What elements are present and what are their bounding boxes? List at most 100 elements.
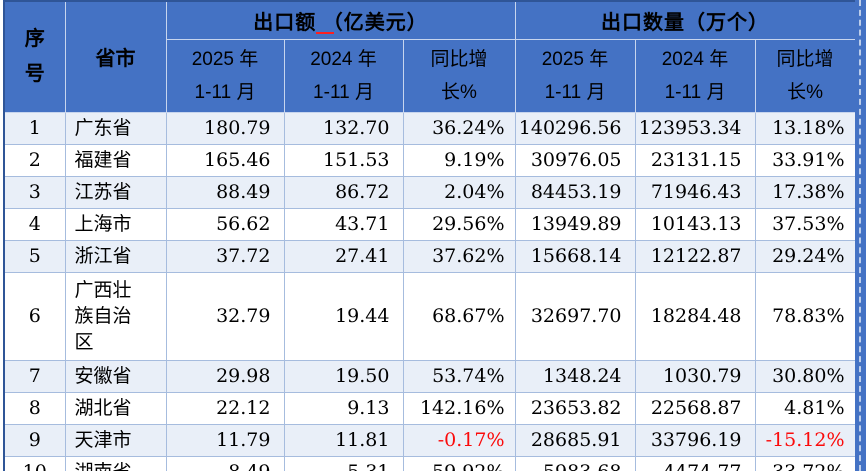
cell-serial: 5 bbox=[3, 239, 66, 273]
cell-export-value-yoy: 2.04% bbox=[402, 175, 516, 209]
cell-export-qty-2025: 84453.19 bbox=[514, 175, 636, 209]
cell-export-value-2024: 43.71 bbox=[283, 207, 404, 241]
cell-province: 湖北省 bbox=[64, 391, 167, 425]
cell-export-qty-2025: 13949.89 bbox=[514, 207, 636, 241]
table-row: 5 浙江省 37.72 27.41 37.62% 15668.14 12122.… bbox=[3, 239, 856, 273]
cell-export-qty-yoy: 37.53% bbox=[754, 207, 856, 241]
cell-province: 广西壮族自治区 bbox=[64, 271, 167, 361]
table-row: 3 江苏省 88.49 86.72 2.04% 84453.19 71946.4… bbox=[3, 175, 856, 209]
cell-export-value-2024: 5.31 bbox=[283, 455, 404, 471]
header-value-2025: 2025 年 1-11 月 bbox=[165, 38, 285, 113]
cell-province: 上海市 bbox=[64, 207, 167, 241]
header-line: 1-11 月 bbox=[544, 81, 606, 103]
cell-serial: 6 bbox=[3, 271, 66, 361]
header-group-export-value-label: 出口额 （亿美元） bbox=[253, 11, 428, 34]
cell-serial: 10 bbox=[3, 455, 66, 471]
header-qty-2024: 2024 年 1-11 月 bbox=[634, 38, 756, 113]
cell-export-value-2024: 19.44 bbox=[283, 271, 404, 361]
cell-export-value-2024: 132.70 bbox=[283, 111, 404, 145]
cell-export-value-2025: 180.79 bbox=[165, 111, 285, 145]
table-row: 7 安徽省 29.98 19.50 53.74% 1348.24 1030.79… bbox=[3, 359, 856, 393]
page-edge-strip bbox=[855, 0, 866, 471]
spellcheck-underline bbox=[315, 31, 334, 34]
header-line: 1-11 月 bbox=[313, 81, 374, 103]
cell-export-value-yoy: 9.19% bbox=[402, 143, 516, 177]
cell-serial: 2 bbox=[3, 143, 66, 177]
cell-export-qty-yoy: 78.83% bbox=[754, 271, 856, 361]
cell-serial: 1 bbox=[3, 111, 66, 145]
cell-export-value-2025: 29.98 bbox=[165, 359, 285, 393]
cell-export-value-yoy: 36.24% bbox=[402, 111, 516, 145]
cell-export-qty-2025: 30976.05 bbox=[514, 143, 636, 177]
cell-province: 江苏省 bbox=[64, 175, 167, 209]
header-qty-2025: 2025 年 1-11 月 bbox=[514, 38, 636, 113]
cell-export-qty-yoy: 30.80% bbox=[754, 359, 856, 393]
header-province: 省市 bbox=[64, 0, 167, 113]
header-value-yoy: 同比增 长% bbox=[402, 38, 516, 113]
cell-export-qty-2025: 32697.70 bbox=[514, 271, 636, 361]
cell-export-qty-yoy: 4.81% bbox=[754, 391, 856, 425]
cell-export-qty-2024: 18284.48 bbox=[634, 271, 756, 361]
table-row: 1 广东省 180.79 132.70 36.24% 140296.56 123… bbox=[3, 111, 856, 145]
cell-export-qty-2025: 15668.14 bbox=[514, 239, 636, 273]
cell-export-value-yoy: 37.62% bbox=[402, 239, 516, 273]
cell-export-qty-2025: 5983.68 bbox=[514, 455, 636, 471]
table-row: 10 湖南省 8.49 5.31 59.92% 5983.68 4474.77 … bbox=[3, 455, 856, 471]
cell-export-value-2025: 8.49 bbox=[165, 455, 285, 471]
header-qty-yoy: 同比增 长% bbox=[754, 38, 856, 113]
cell-export-value-2024: 19.50 bbox=[283, 359, 404, 393]
cell-export-qty-2024: 23131.15 bbox=[634, 143, 756, 177]
cell-export-value-2025: 56.62 bbox=[165, 207, 285, 241]
cell-province: 浙江省 bbox=[64, 239, 167, 273]
header-line: 1-11 月 bbox=[664, 81, 726, 103]
cell-export-qty-2024: 22568.87 bbox=[634, 391, 756, 425]
cell-export-qty-yoy: 33.91% bbox=[754, 143, 856, 177]
cell-export-value-2024: 9.13 bbox=[283, 391, 404, 425]
header-group-row: 序号 省市 出口额 （亿美元） 出口数量（万个） bbox=[3, 0, 856, 113]
cell-export-qty-2024: 12122.87 bbox=[634, 239, 756, 273]
header-group-export-qty: 出口数量（万个） bbox=[514, 0, 856, 40]
header-line: 长% bbox=[787, 81, 823, 103]
cell-export-value-yoy: -0.17% bbox=[402, 423, 516, 457]
header-serial: 序号 bbox=[3, 0, 66, 113]
export-data-table: 序号 省市 出口额 （亿美元） 出口数量（万个） 2025 年 1-11 月 2… bbox=[3, 0, 856, 471]
header-line: 长% bbox=[441, 81, 477, 103]
header-group-export-value: 出口额 （亿美元） bbox=[165, 0, 516, 40]
cell-export-qty-yoy: -15.12% bbox=[754, 423, 856, 457]
cell-province: 福建省 bbox=[64, 143, 167, 177]
cell-export-value-2025: 37.72 bbox=[165, 239, 285, 273]
header-group-export-qty-label: 出口数量（万个） bbox=[601, 11, 770, 34]
cell-export-value-2025: 11.79 bbox=[165, 423, 285, 457]
table-row: 4 上海市 56.62 43.71 29.56% 13949.89 10143.… bbox=[3, 207, 856, 241]
cell-export-value-2025: 32.79 bbox=[165, 271, 285, 361]
table-row: 9 天津市 11.79 11.81 -0.17% 28685.91 33796.… bbox=[3, 423, 856, 457]
header-line: 同比增 bbox=[776, 48, 834, 70]
header-line: 2024 年 bbox=[310, 48, 377, 70]
cell-export-value-yoy: 53.74% bbox=[402, 359, 516, 393]
cell-export-value-yoy: 29.56% bbox=[402, 207, 516, 241]
table-body: 1 广东省 180.79 132.70 36.24% 140296.56 123… bbox=[3, 111, 856, 471]
table-row: 6 广西壮族自治区 32.79 19.44 68.67% 32697.70 18… bbox=[3, 271, 856, 361]
cell-export-qty-yoy: 17.38% bbox=[754, 175, 856, 209]
cell-export-value-2025: 88.49 bbox=[165, 175, 285, 209]
cell-export-value-2024: 11.81 bbox=[283, 423, 404, 457]
cell-province: 天津市 bbox=[64, 423, 167, 457]
cell-export-qty-2025: 1348.24 bbox=[514, 359, 636, 393]
cell-export-qty-2024: 33796.19 bbox=[634, 423, 756, 457]
cell-export-qty-yoy: 33.72% bbox=[754, 455, 856, 471]
cell-export-value-2024: 86.72 bbox=[283, 175, 404, 209]
table-row: 8 湖北省 22.12 9.13 142.16% 23653.82 22568.… bbox=[3, 391, 856, 425]
cell-province: 湖南省 bbox=[64, 455, 167, 471]
cell-export-value-2024: 151.53 bbox=[283, 143, 404, 177]
table-header: 序号 省市 出口额 （亿美元） 出口数量（万个） 2025 年 1-11 月 2… bbox=[3, 0, 856, 113]
cell-export-qty-2025: 28685.91 bbox=[514, 423, 636, 457]
cell-export-value-2025: 165.46 bbox=[165, 143, 285, 177]
header-line: 2025 年 bbox=[541, 48, 609, 70]
cell-export-value-2024: 27.41 bbox=[283, 239, 404, 273]
cell-export-qty-2024: 10143.13 bbox=[634, 207, 756, 241]
cell-export-qty-yoy: 13.18% bbox=[754, 111, 856, 145]
cell-export-qty-2025: 140296.56 bbox=[514, 111, 636, 145]
cell-export-value-yoy: 68.67% bbox=[402, 271, 516, 361]
cell-export-qty-2024: 1030.79 bbox=[634, 359, 756, 393]
